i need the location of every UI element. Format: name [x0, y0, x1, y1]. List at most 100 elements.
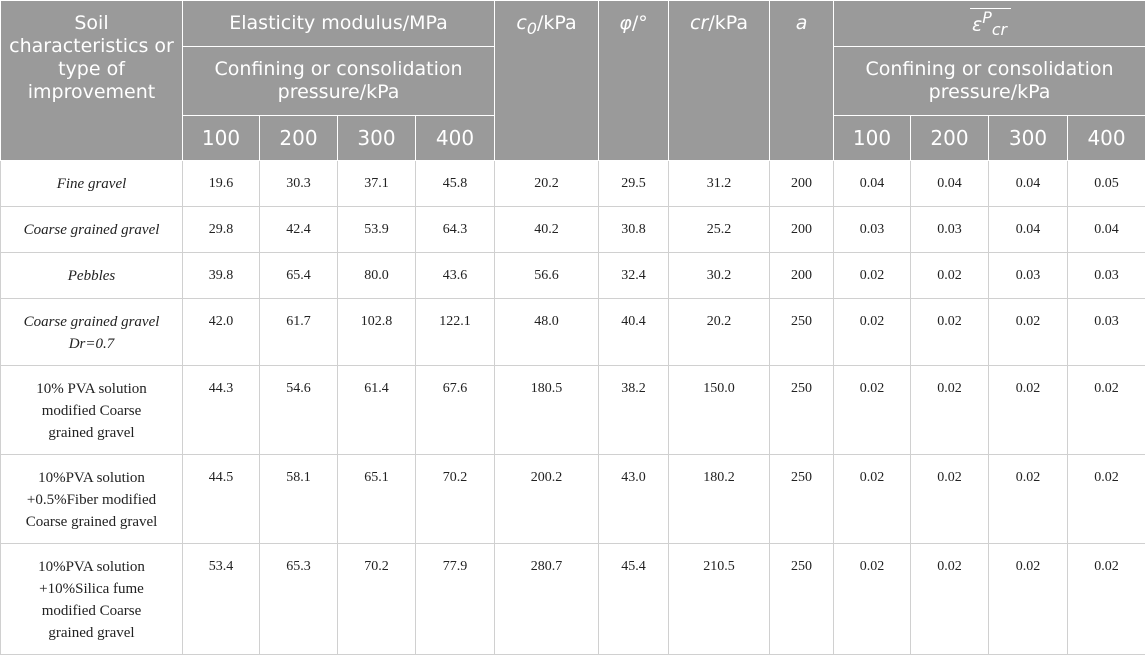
- value-cell: 0.02: [833, 543, 912, 655]
- value-cell: 45.4: [598, 543, 670, 655]
- value-cell: 30.2: [668, 252, 771, 299]
- table-row: Fine gravel 19.6 30.3 37.1 45.8 20.2 29.5 31.2 2…: [0, 160, 1145, 207]
- value-cell: 0.02: [910, 365, 990, 455]
- value-cell: 30.3: [259, 160, 338, 207]
- pressure-left-100: 100: [182, 115, 260, 161]
- value-cell: 30.8: [598, 206, 670, 253]
- a-header: a: [769, 0, 835, 161]
- value-cell: 0.02: [1067, 365, 1145, 455]
- value-cell: 56.6: [494, 252, 600, 299]
- soil-type-line: Coarse grained gravel: [23, 314, 160, 330]
- value-cell: 250: [769, 543, 835, 655]
- pressure-left-200: 200: [259, 115, 338, 161]
- value-cell: 200: [769, 160, 835, 207]
- soil-type-line: Fine gravel: [56, 175, 127, 192]
- value-cell: 0.02: [833, 454, 912, 544]
- value-cell: 0.02: [1067, 543, 1145, 655]
- value-cell: 0.02: [988, 365, 1069, 455]
- value-cell: 250: [769, 298, 835, 366]
- value-cell: 210.5: [668, 543, 771, 655]
- pressure-right-300: 300: [988, 115, 1069, 161]
- soil-type-line: Pebbles: [67, 267, 116, 284]
- value-cell: 48.0: [494, 298, 600, 366]
- value-cell: 0.02: [1067, 454, 1145, 544]
- value-cell: 31.2: [668, 160, 771, 207]
- value-cell: 40.2: [494, 206, 600, 253]
- value-cell: 250: [769, 454, 835, 544]
- value-cell: 32.4: [598, 252, 670, 299]
- value-cell: 67.6: [414, 365, 496, 455]
- value-cell: 0.02: [833, 298, 912, 366]
- soil-type-cell: 10%PVA solution +0.5%Fiber modified Coarse…: [0, 454, 183, 544]
- value-cell: 200: [769, 206, 835, 253]
- phi-header: φ/°: [598, 0, 670, 161]
- value-cell: 39.8: [182, 252, 260, 299]
- value-cell: 20.2: [494, 160, 600, 207]
- table-row: Coarse grained gravel 29.8 42.4 53.9 64.3 40.…: [0, 206, 1145, 253]
- value-cell: 65.1: [337, 454, 416, 544]
- value-cell: 0.02: [988, 298, 1069, 366]
- value-cell: 150.0: [668, 365, 771, 455]
- value-cell: 53.9: [337, 206, 416, 253]
- value-cell: 0.04: [910, 160, 990, 207]
- value-cell: 0.03: [1067, 298, 1145, 366]
- value-cell: 180.2: [668, 454, 771, 544]
- value-cell: 19.6: [182, 160, 260, 207]
- soil-type-line: modified Coarse: [41, 403, 142, 419]
- value-cell: 0.02: [833, 365, 912, 455]
- table-row: Coarse grained gravel Dr=0.7 42.0 61.7 102.8…: [0, 298, 1145, 366]
- plastic-strain-header: εPcr: [833, 0, 1145, 47]
- cr-header: cr/kPa: [668, 0, 771, 161]
- value-cell: 43.0: [598, 454, 670, 544]
- soil-column-header: Soil characteristics or type of improvem…: [0, 0, 183, 161]
- value-cell: 61.7: [259, 298, 338, 366]
- value-cell: 54.6: [259, 365, 338, 455]
- value-cell: 0.02: [988, 543, 1069, 655]
- value-cell: 65.3: [259, 543, 338, 655]
- soil-type-line: 10%PVA solution: [38, 470, 145, 486]
- table-row: 10%PVA solution +10%Silica fume modified C…: [0, 543, 1145, 655]
- soil-type-line: Coarse grained gravel: [25, 514, 158, 530]
- value-cell: 102.8: [337, 298, 416, 366]
- value-cell: 80.0: [337, 252, 416, 299]
- value-cell: 44.3: [182, 365, 260, 455]
- value-cell: 25.2: [668, 206, 771, 253]
- table-row: Pebbles 39.8 65.4 80.0 43.6 56.6 32.4 30.2 200 0.…: [0, 252, 1145, 299]
- value-cell: 0.03: [1067, 252, 1145, 299]
- pressure-left-300: 300: [337, 115, 416, 161]
- soil-type-line: Dr=0.7: [68, 336, 115, 352]
- c0-header: c0/kPa: [494, 0, 600, 161]
- value-cell: 20.2: [668, 298, 771, 366]
- soil-type-line: grained gravel: [48, 425, 135, 441]
- pressure-right-400: 400: [1067, 115, 1145, 161]
- value-cell: 180.5: [494, 365, 600, 455]
- value-cell: 0.03: [910, 206, 990, 253]
- value-cell: 70.2: [337, 543, 416, 655]
- pressure-right-200: 200: [910, 115, 990, 161]
- value-cell: 38.2: [598, 365, 670, 455]
- value-cell: 0.02: [910, 252, 990, 299]
- table-header: Soil characteristics or type of improvem…: [0, 0, 1145, 161]
- soil-type-line: Coarse grained gravel: [23, 221, 160, 238]
- pressure-left-400: 400: [414, 115, 496, 161]
- value-cell: 0.02: [833, 252, 912, 299]
- value-cell: 0.05: [1067, 160, 1145, 207]
- value-cell: 43.6: [414, 252, 496, 299]
- value-cell: 0.02: [910, 543, 990, 655]
- soil-type-cell: Coarse grained gravel Dr=0.7: [0, 298, 183, 366]
- value-cell: 77.9: [414, 543, 496, 655]
- soil-type-line: +0.5%Fiber modified: [26, 492, 157, 508]
- table-row: 10% PVA solution modified Coarse grained g…: [0, 365, 1145, 455]
- confining-pressure-header-left: Confining or consolidation pressure/kPa: [181, 46, 496, 116]
- value-cell: 0.04: [988, 206, 1069, 253]
- value-cell: 0.03: [988, 252, 1069, 299]
- value-cell: 200.2: [494, 454, 600, 544]
- value-cell: 280.7: [494, 543, 600, 655]
- soil-type-line: grained gravel: [48, 625, 135, 641]
- value-cell: 0.04: [988, 160, 1069, 207]
- value-cell: 122.1: [414, 298, 496, 366]
- value-cell: 44.5: [182, 454, 260, 544]
- value-cell: 0.04: [833, 160, 912, 207]
- value-cell: 0.02: [910, 454, 990, 544]
